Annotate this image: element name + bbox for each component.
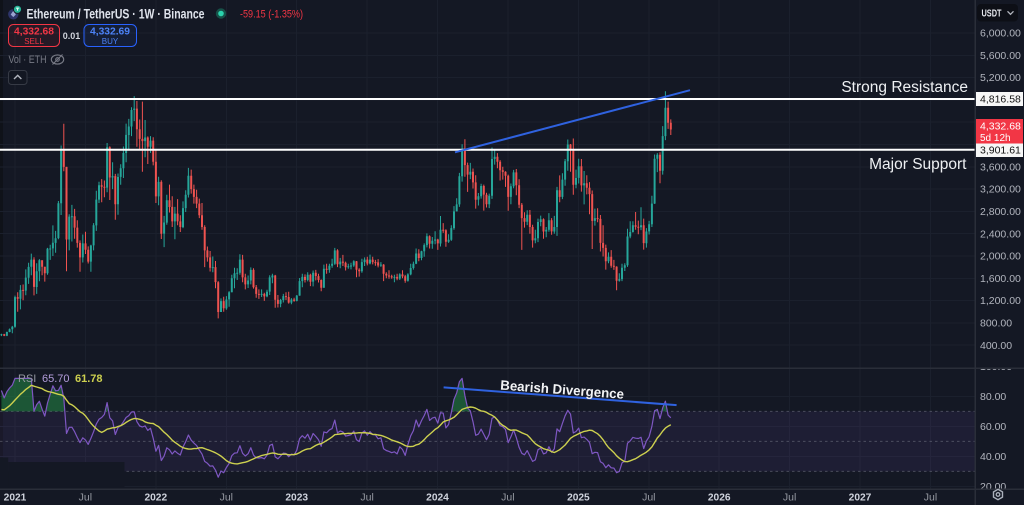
- svg-text:SELL: SELL: [24, 37, 44, 46]
- svg-text:2022: 2022: [144, 493, 167, 504]
- svg-text:2023: 2023: [285, 493, 308, 504]
- svg-text:Ethereum / TetherUS · 1W · Bin: Ethereum / TetherUS · 1W · Binance: [27, 6, 205, 22]
- svg-text:2021: 2021: [4, 493, 27, 504]
- svg-text:60.00: 60.00: [980, 421, 1006, 433]
- svg-text:Jul: Jul: [220, 492, 233, 504]
- svg-text:Jul: Jul: [79, 492, 92, 504]
- svg-text:1,200.00: 1,200.00: [980, 295, 1021, 307]
- svg-text:2,000.00: 2,000.00: [980, 251, 1021, 263]
- svg-text:-59.15 (-1.35%): -59.15 (-1.35%): [240, 9, 303, 21]
- svg-text:Jul: Jul: [642, 492, 655, 504]
- svg-text:5,600.00: 5,600.00: [980, 50, 1021, 62]
- svg-text:Jul: Jul: [783, 492, 796, 504]
- svg-text:4,816.58: 4,816.58: [980, 94, 1021, 106]
- svg-text:65.70: 65.70: [42, 373, 70, 385]
- svg-text:Strong Resistance: Strong Resistance: [841, 79, 968, 96]
- svg-text:80.00: 80.00: [980, 391, 1006, 403]
- svg-text:Jul: Jul: [924, 492, 937, 504]
- svg-text:61.78: 61.78: [75, 373, 103, 385]
- svg-text:2,400.00: 2,400.00: [980, 228, 1021, 240]
- svg-text:5d 12h: 5d 12h: [980, 133, 1011, 144]
- svg-text:Jul: Jul: [360, 492, 373, 504]
- svg-text:3,901.61: 3,901.61: [980, 145, 1021, 157]
- svg-text:4,332.69: 4,332.69: [90, 26, 130, 37]
- svg-text:6,000.00: 6,000.00: [980, 28, 1021, 40]
- svg-text:Major Support: Major Support: [869, 156, 967, 173]
- svg-text:400.00: 400.00: [980, 340, 1012, 352]
- svg-text:3,200.00: 3,200.00: [980, 184, 1021, 196]
- svg-text:RSI: RSI: [18, 373, 36, 385]
- svg-text:USDT: USDT: [982, 8, 1002, 19]
- svg-text:Jul: Jul: [501, 492, 514, 504]
- svg-text:4,332.68: 4,332.68: [980, 121, 1021, 133]
- svg-text:Vol · ETH: Vol · ETH: [9, 54, 47, 66]
- svg-text:1,600.00: 1,600.00: [980, 273, 1021, 285]
- svg-text:0.01: 0.01: [63, 31, 81, 41]
- svg-text:2027: 2027: [849, 493, 872, 504]
- svg-text:BUY: BUY: [102, 37, 119, 46]
- svg-text:40.00: 40.00: [980, 451, 1006, 463]
- svg-text:2024: 2024: [426, 493, 449, 504]
- svg-text:2025: 2025: [567, 493, 590, 504]
- svg-text:4,332.68: 4,332.68: [14, 26, 54, 37]
- svg-text:2,800.00: 2,800.00: [980, 206, 1021, 218]
- svg-text:800.00: 800.00: [980, 318, 1012, 330]
- svg-text:3,600.00: 3,600.00: [980, 161, 1021, 173]
- svg-text:5,200.00: 5,200.00: [980, 72, 1021, 84]
- svg-text:2026: 2026: [708, 493, 731, 504]
